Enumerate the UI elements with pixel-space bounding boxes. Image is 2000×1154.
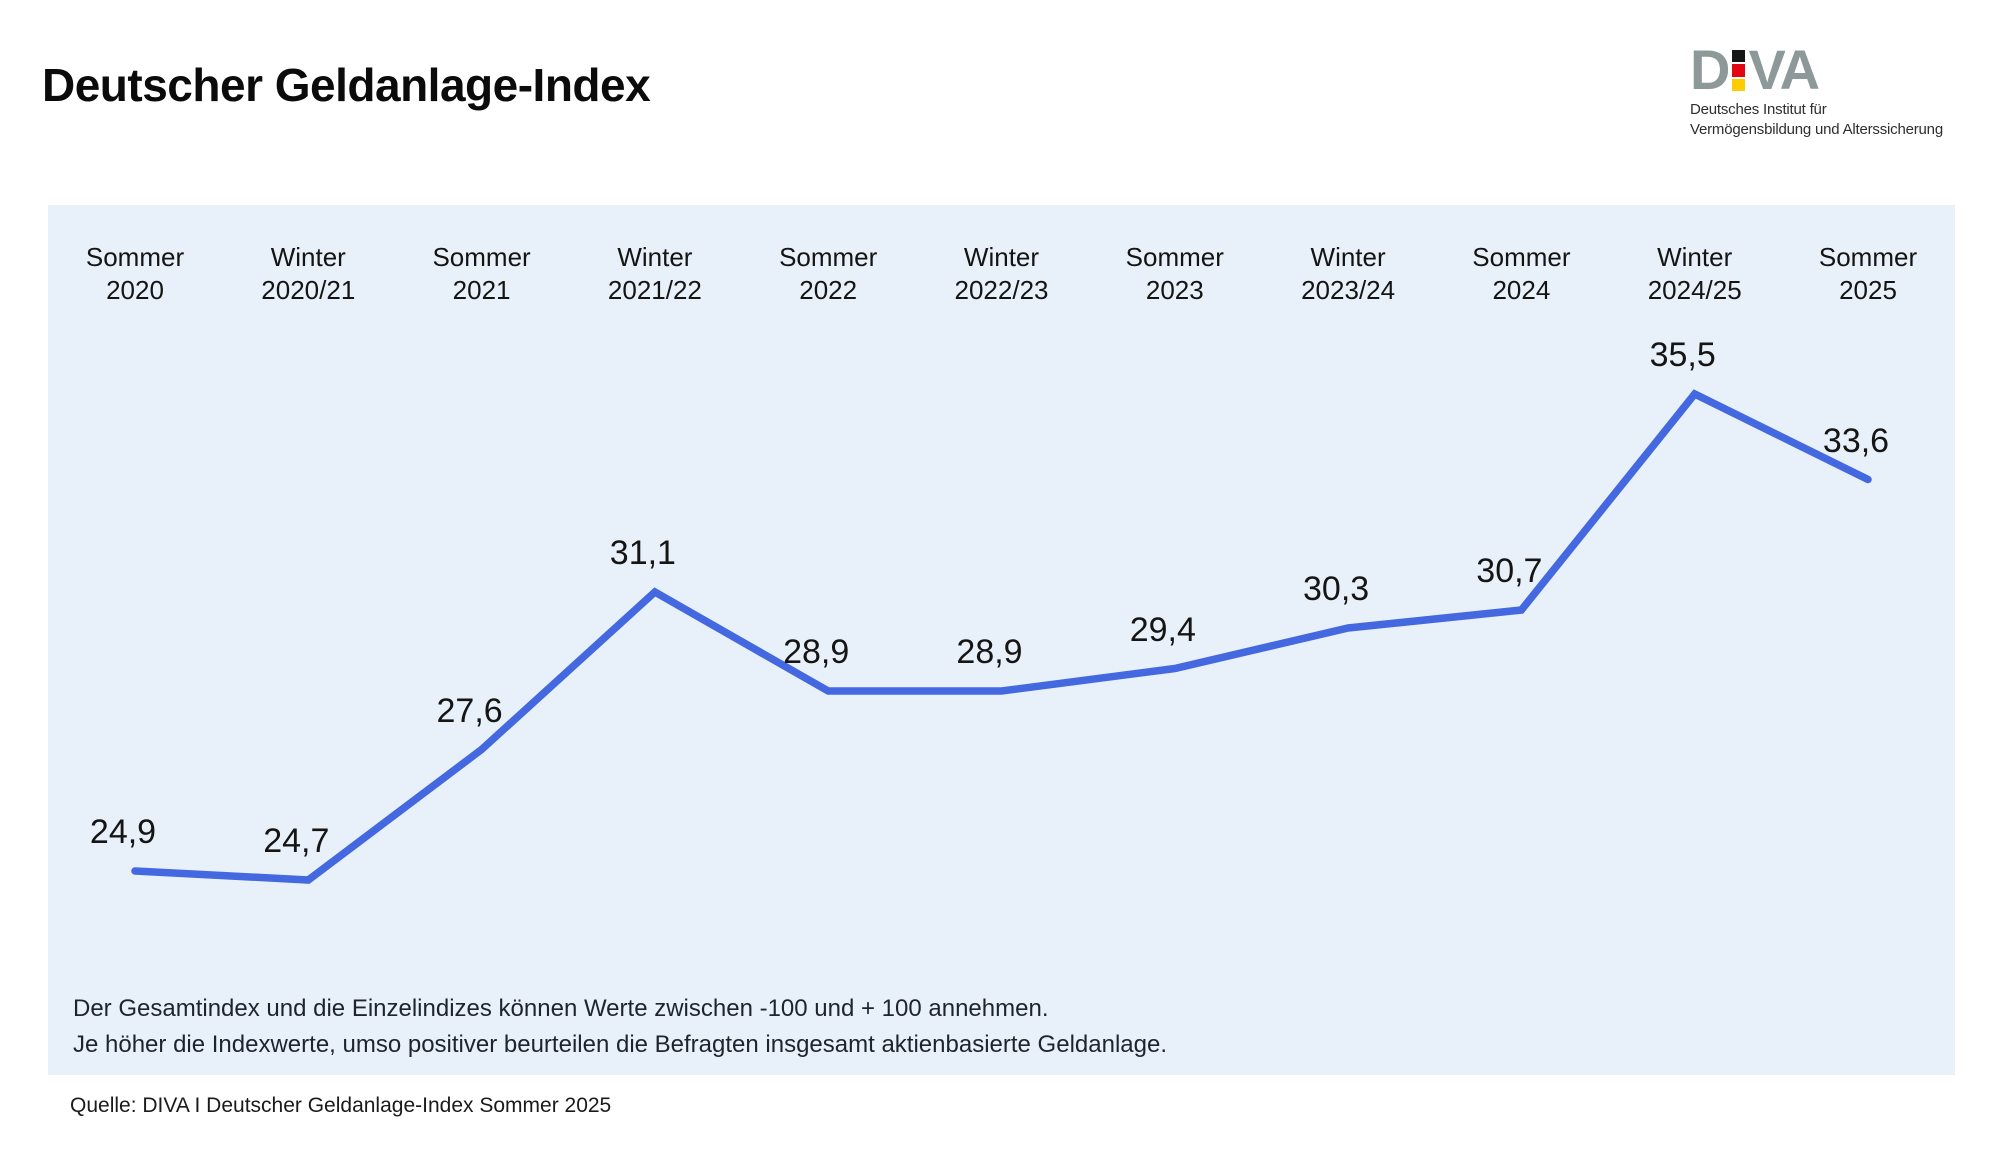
x-axis-label: Winter 2022/23 bbox=[954, 242, 1049, 306]
data-point-label: 28,9 bbox=[956, 633, 1023, 671]
diva-logo: D VA Deutsches Institut für Vermögensbil… bbox=[1690, 38, 1943, 139]
logo-letters-va: VA bbox=[1748, 38, 1820, 102]
logo-subtitle-line2: Vermögensbildung und Alterssicherung bbox=[1690, 120, 1943, 138]
x-axis-label: Sommer 2025 bbox=[1818, 242, 1918, 306]
data-point-label: 24,9 bbox=[89, 813, 157, 851]
data-point-label: 35,5 bbox=[1649, 336, 1716, 374]
x-axis-label: Winter 2020/21 bbox=[261, 242, 356, 306]
data-point-label: 24,7 bbox=[263, 822, 330, 860]
data-point-label: 27,6 bbox=[436, 691, 503, 730]
footnote-line1: Der Gesamtindex und die Einzelindizes kö… bbox=[73, 995, 1049, 1022]
data-point-label: 30,7 bbox=[1476, 552, 1543, 590]
source-line: Quelle: DIVA I Deutscher Geldanlage-Inde… bbox=[70, 1094, 612, 1117]
page-title: Deutscher Geldanlage-Index bbox=[42, 59, 651, 111]
flag-square-red bbox=[1732, 64, 1746, 77]
x-axis-label: Sommer 2021 bbox=[432, 242, 531, 306]
german-flag-squares-icon bbox=[1732, 50, 1746, 91]
index-line-series bbox=[131, 389, 1872, 884]
footnote-line2: Je höher die Indexwerte, umso positiver … bbox=[73, 1031, 1167, 1058]
flag-square-yellow bbox=[1732, 78, 1746, 91]
data-point-label: 33,6 bbox=[1822, 421, 1890, 460]
flag-square-black bbox=[1732, 50, 1746, 63]
x-axis-label: Sommer 2023 bbox=[1125, 242, 1224, 306]
logo-letter-d: D bbox=[1690, 38, 1730, 102]
logo-subtitle: Deutsches Institut für Vermögensbildung … bbox=[1690, 100, 1943, 139]
data-point-label: 29,4 bbox=[1129, 610, 1196, 649]
chart-footnote: Der Gesamtindex und die Einzelindizes kö… bbox=[73, 991, 1167, 1063]
chart-panel: Sommer 2020 Winter 2020/21 Sommer 2021 Wint… bbox=[48, 205, 1955, 1075]
x-axis-label: Winter 2023/24 bbox=[1301, 242, 1396, 306]
logo-subtitle-line1: Deutsches Institut für bbox=[1690, 101, 1827, 118]
data-point-label: 28,9 bbox=[783, 633, 850, 671]
x-axis-label: Sommer 2024 bbox=[1472, 242, 1571, 306]
x-axis-label: Sommer 2022 bbox=[779, 242, 878, 306]
data-point-label: 31,1 bbox=[609, 534, 676, 572]
diva-logo-wordmark: D VA bbox=[1690, 38, 1943, 102]
data-point-label: 30,3 bbox=[1303, 570, 1370, 608]
x-axis-label: Winter 2021/22 bbox=[607, 242, 702, 306]
line-chart bbox=[131, 389, 1872, 884]
x-axis-label: Sommer 2020 bbox=[85, 242, 185, 306]
x-axis-label: Winter 2024/25 bbox=[1647, 242, 1742, 306]
